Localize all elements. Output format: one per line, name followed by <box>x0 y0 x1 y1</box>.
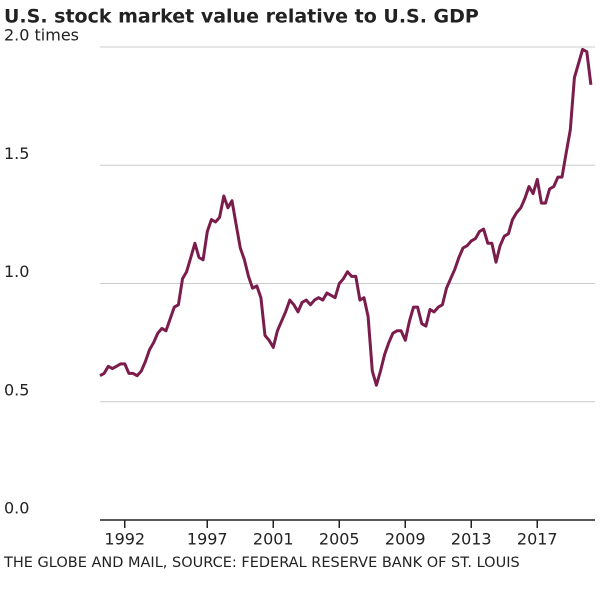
y-tick-label: 0.5 <box>4 380 29 399</box>
y-tick-label: 0.0 <box>4 499 29 518</box>
x-tick-label: 2001 <box>253 530 294 549</box>
x-tick-label: 1997 <box>187 530 228 549</box>
x-tick-label: 2005 <box>319 530 360 549</box>
x-tick-label: 2017 <box>517 530 558 549</box>
y-tick-label: 1.0 <box>4 262 29 281</box>
data-line <box>99 47 593 387</box>
x-tick-label: 2009 <box>385 530 426 549</box>
chart-title: U.S. stock market value relative to U.S.… <box>4 6 479 28</box>
source: THE GLOBE AND MAIL, SOURCE: FEDERAL RESE… <box>4 556 520 571</box>
y-tick-label: 2.0 times <box>4 26 79 45</box>
x-tick-label: 1992 <box>104 530 145 549</box>
source-box: THE GLOBE AND MAIL, SOURCE: FEDERAL RESE… <box>4 556 520 571</box>
y-tick-label: 1.5 <box>4 144 29 163</box>
x-tick-label: 2013 <box>451 530 492 549</box>
